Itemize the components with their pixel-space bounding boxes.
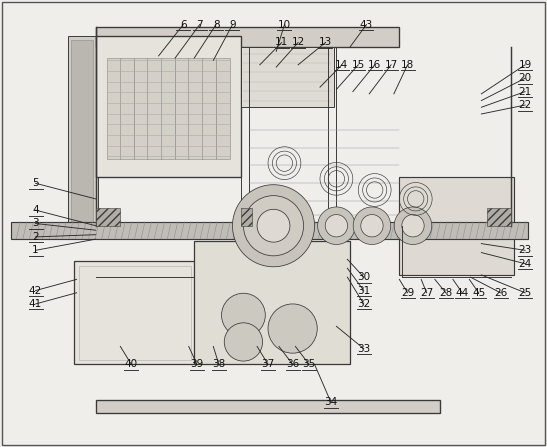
Text: 37: 37 (261, 359, 275, 369)
Text: 12: 12 (292, 38, 305, 47)
Text: 33: 33 (357, 344, 370, 354)
Text: 21: 21 (519, 87, 532, 97)
Circle shape (325, 215, 347, 237)
Text: 15: 15 (352, 60, 365, 70)
Bar (174, 58, 189, 159)
Bar (74, 261, 197, 364)
Circle shape (232, 185, 315, 267)
Text: 27: 27 (420, 288, 433, 298)
Text: 11: 11 (275, 38, 288, 47)
Text: 30: 30 (357, 272, 370, 282)
Bar (161, 58, 175, 159)
Text: 39: 39 (190, 359, 203, 369)
Circle shape (361, 215, 383, 237)
Bar (216, 58, 230, 159)
Circle shape (268, 304, 317, 353)
Bar (68, 36, 98, 226)
Circle shape (257, 209, 290, 242)
Text: 7: 7 (196, 20, 203, 30)
Bar (148, 58, 162, 159)
Circle shape (318, 207, 355, 245)
Bar (120, 58, 135, 159)
Text: 13: 13 (319, 38, 332, 47)
Text: 14: 14 (335, 60, 348, 70)
Text: 29: 29 (401, 288, 414, 298)
Text: 44: 44 (456, 288, 469, 298)
Text: 5: 5 (32, 178, 39, 188)
Bar (399, 177, 514, 275)
Text: 43: 43 (360, 20, 373, 30)
Text: 38: 38 (212, 359, 225, 369)
Bar (487, 208, 511, 226)
Bar (241, 47, 334, 107)
Text: 6: 6 (180, 20, 187, 30)
Bar (11, 222, 528, 239)
Text: 36: 36 (286, 359, 299, 369)
Text: 32: 32 (357, 299, 370, 309)
Bar (96, 36, 241, 177)
Text: 17: 17 (385, 60, 398, 70)
Circle shape (353, 207, 391, 245)
Text: 42: 42 (29, 286, 42, 295)
Circle shape (224, 323, 263, 361)
Bar (202, 58, 216, 159)
Text: 25: 25 (519, 288, 532, 298)
Text: 19: 19 (519, 60, 532, 70)
Text: 23: 23 (519, 245, 532, 255)
Bar (194, 241, 350, 364)
Bar (107, 58, 121, 159)
Text: 40: 40 (125, 359, 138, 369)
Text: 41: 41 (29, 299, 42, 309)
Text: 16: 16 (368, 60, 381, 70)
Text: 9: 9 (229, 20, 236, 30)
Bar (96, 27, 399, 47)
Circle shape (394, 207, 432, 245)
Text: 10: 10 (278, 20, 291, 30)
Text: 3: 3 (32, 219, 39, 228)
Bar (71, 40, 93, 224)
Text: 22: 22 (519, 100, 532, 110)
Text: 28: 28 (439, 288, 452, 298)
Bar (188, 58, 202, 159)
Text: 20: 20 (519, 73, 532, 83)
Text: 4: 4 (32, 205, 39, 215)
Text: 45: 45 (472, 288, 485, 298)
Circle shape (243, 196, 304, 256)
Text: 26: 26 (494, 288, 507, 298)
Text: 24: 24 (519, 259, 532, 269)
Text: 1: 1 (32, 245, 39, 255)
Circle shape (402, 215, 424, 237)
Bar (241, 208, 252, 226)
Circle shape (222, 293, 265, 337)
Bar (134, 58, 148, 159)
Text: 2: 2 (32, 232, 39, 242)
Bar (96, 400, 440, 413)
Text: 8: 8 (213, 20, 219, 30)
Text: 31: 31 (357, 286, 370, 295)
Bar (79, 266, 191, 360)
Text: 35: 35 (302, 359, 316, 369)
Text: 34: 34 (324, 397, 337, 407)
Text: 18: 18 (401, 60, 414, 70)
Bar (96, 208, 120, 226)
